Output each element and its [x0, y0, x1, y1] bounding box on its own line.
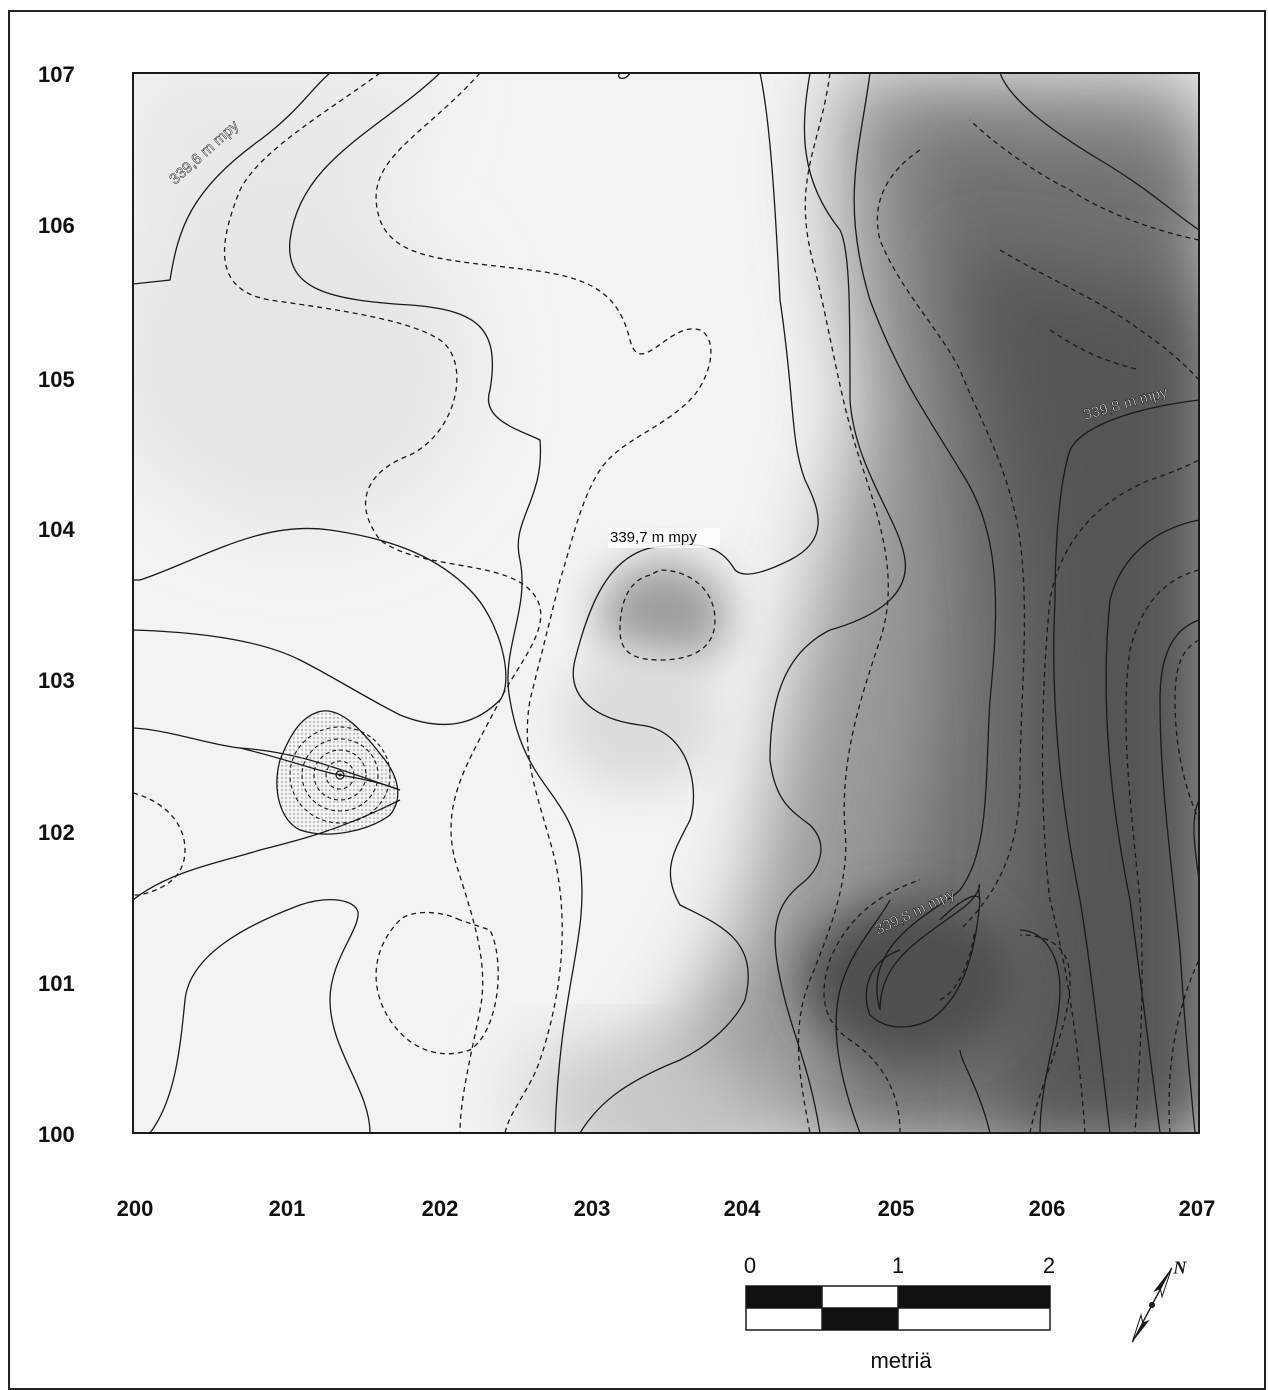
y-label-102: 102 [38, 820, 75, 845]
scale-tick-1: 1 [891, 1253, 905, 1278]
x-label-206: 206 [1028, 1196, 1066, 1221]
scale-bar [745, 1285, 1051, 1331]
scale-unit-label: metriä [870, 1348, 932, 1373]
terrain-shading [133, 73, 1199, 1133]
y-label-103: 103 [38, 668, 75, 693]
contour-label-center: 339,7 m mpy [610, 529, 697, 546]
x-label-203: 203 [573, 1196, 611, 1221]
x-label-202: 202 [421, 1196, 459, 1221]
scale-segment [898, 1286, 1050, 1308]
scale-tick-0: 0 [743, 1253, 757, 1278]
contour-lines [133, 73, 1199, 1133]
y-label-101: 101 [38, 971, 75, 996]
y-label-104: 104 [38, 517, 75, 542]
x-label-204: 204 [723, 1196, 761, 1221]
dashed-contours [133, 73, 1199, 1133]
y-label-105: 105 [38, 367, 75, 392]
north-label: N [1172, 1257, 1187, 1277]
y-label-107: 107 [38, 62, 75, 87]
x-label-205: 205 [877, 1196, 915, 1221]
mound-feature [239, 710, 401, 835]
map-border [132, 72, 1200, 1134]
y-label-106: 106 [38, 213, 75, 238]
north-arrow-icon: N [1131, 1257, 1187, 1343]
x-label-207: 207 [1178, 1196, 1216, 1221]
x-label-200: 200 [116, 1196, 154, 1221]
scale-segment [822, 1308, 898, 1330]
scale-segment [746, 1286, 822, 1308]
y-label-100: 100 [38, 1122, 75, 1147]
x-label-201: 201 [268, 1196, 306, 1221]
scale-tick-2: 2 [1042, 1253, 1056, 1278]
